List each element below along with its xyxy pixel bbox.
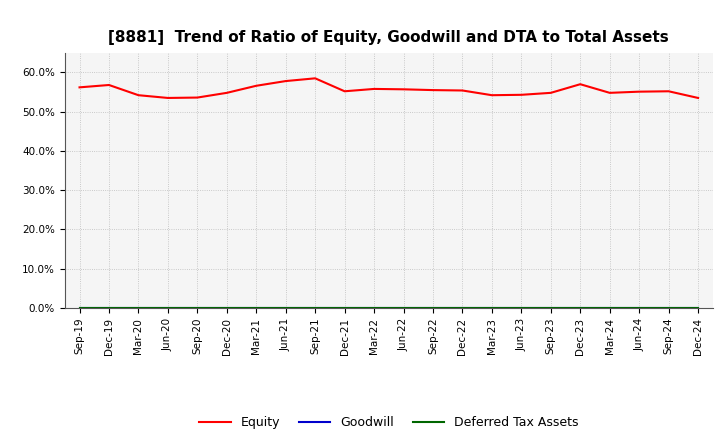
Deferred Tax Assets (606, 305, 614, 311)
Goodwill (546, 305, 555, 311)
Deferred Tax Assets (282, 305, 290, 311)
Deferred Tax Assets (193, 305, 202, 311)
Equity (606, 90, 614, 95)
Goodwill (104, 305, 113, 311)
Deferred Tax Assets (163, 305, 172, 311)
Goodwill (399, 305, 408, 311)
Equity (665, 88, 673, 94)
Goodwill (665, 305, 673, 311)
Equity (399, 87, 408, 92)
Deferred Tax Assets (546, 305, 555, 311)
Equity (163, 95, 172, 101)
Deferred Tax Assets (428, 305, 437, 311)
Goodwill (193, 305, 202, 311)
Goodwill (487, 305, 496, 311)
Equity (75, 85, 84, 90)
Goodwill (517, 305, 526, 311)
Deferred Tax Assets (341, 305, 349, 311)
Equity (311, 76, 320, 81)
Deferred Tax Assets (517, 305, 526, 311)
Deferred Tax Assets (635, 305, 644, 311)
Goodwill (341, 305, 349, 311)
Equity (193, 95, 202, 100)
Goodwill (428, 305, 437, 311)
Goodwill (694, 305, 703, 311)
Goodwill (252, 305, 261, 311)
Goodwill (75, 305, 84, 311)
Equity (635, 89, 644, 94)
Goodwill (606, 305, 614, 311)
Goodwill (222, 305, 231, 311)
Deferred Tax Assets (134, 305, 143, 311)
Goodwill (635, 305, 644, 311)
Deferred Tax Assets (576, 305, 585, 311)
Deferred Tax Assets (222, 305, 231, 311)
Equity (576, 81, 585, 87)
Goodwill (311, 305, 320, 311)
Equity (222, 90, 231, 95)
Deferred Tax Assets (665, 305, 673, 311)
Deferred Tax Assets (399, 305, 408, 311)
Deferred Tax Assets (104, 305, 113, 311)
Deferred Tax Assets (370, 305, 379, 311)
Equity (252, 83, 261, 88)
Deferred Tax Assets (487, 305, 496, 311)
Deferred Tax Assets (252, 305, 261, 311)
Equity (546, 90, 555, 95)
Deferred Tax Assets (311, 305, 320, 311)
Equity (517, 92, 526, 97)
Equity (487, 92, 496, 98)
Goodwill (282, 305, 290, 311)
Equity (370, 86, 379, 92)
Deferred Tax Assets (694, 305, 703, 311)
Equity (134, 92, 143, 98)
Equity (341, 88, 349, 94)
Goodwill (163, 305, 172, 311)
Equity (104, 82, 113, 88)
Deferred Tax Assets (458, 305, 467, 311)
Title: [8881]  Trend of Ratio of Equity, Goodwill and DTA to Total Assets: [8881] Trend of Ratio of Equity, Goodwil… (109, 29, 669, 45)
Equity (458, 88, 467, 93)
Equity (694, 95, 703, 101)
Goodwill (458, 305, 467, 311)
Goodwill (576, 305, 585, 311)
Goodwill (134, 305, 143, 311)
Legend: Equity, Goodwill, Deferred Tax Assets: Equity, Goodwill, Deferred Tax Assets (194, 411, 583, 434)
Line: Equity: Equity (79, 78, 698, 98)
Equity (428, 88, 437, 93)
Deferred Tax Assets (75, 305, 84, 311)
Goodwill (370, 305, 379, 311)
Equity (282, 78, 290, 84)
